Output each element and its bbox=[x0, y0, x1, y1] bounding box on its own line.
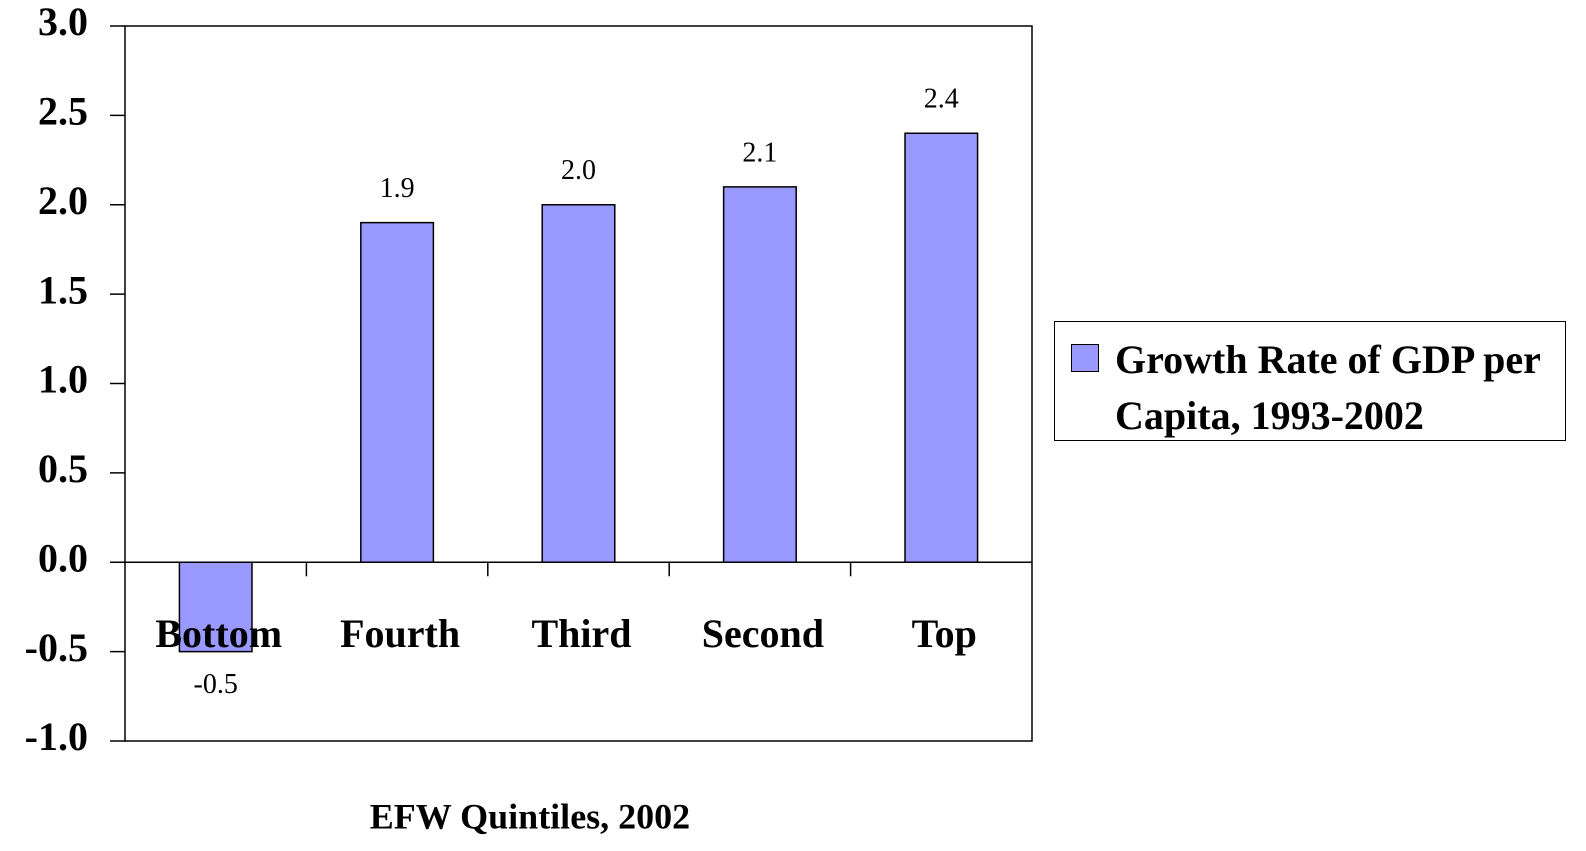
y-tick-label: 2.0 bbox=[38, 178, 88, 223]
y-tick-label: 1.5 bbox=[38, 267, 88, 312]
y-tick-label: 1.0 bbox=[38, 357, 88, 402]
y-tick-label: -0.5 bbox=[25, 625, 88, 670]
bar bbox=[541, 204, 616, 563]
x-axis-label: EFW Quintiles, 2002 bbox=[370, 796, 690, 836]
data-label: -0.5 bbox=[194, 669, 238, 700]
data-label: 2.1 bbox=[742, 137, 777, 168]
x-tick-label: Fourth bbox=[340, 611, 460, 656]
data-label: 1.9 bbox=[380, 173, 415, 204]
legend-label: Growth Rate of GDP per Capita, 1993-2002 bbox=[1115, 337, 1541, 438]
bar bbox=[722, 186, 797, 563]
y-tick-label: 3.0 bbox=[38, 0, 88, 44]
y-tick-label: -1.0 bbox=[25, 714, 88, 759]
x-tick-label: Third bbox=[531, 611, 631, 656]
x-tick-label: Second bbox=[702, 611, 824, 656]
x-tick-label: Top bbox=[912, 611, 977, 656]
x-tick-label: Bottom bbox=[155, 611, 282, 656]
data-label: 2.0 bbox=[561, 155, 596, 186]
y-tick-label: 0.5 bbox=[38, 446, 88, 491]
legend-swatch bbox=[1071, 344, 1099, 372]
y-tick-label: 2.5 bbox=[38, 89, 88, 134]
y-tick-label: 0.0 bbox=[38, 535, 88, 580]
bar bbox=[904, 132, 979, 563]
legend: Growth Rate of GDP per Capita, 1993-2002 bbox=[1054, 321, 1566, 441]
data-label: 2.4 bbox=[924, 84, 959, 115]
bar bbox=[178, 561, 253, 653]
bar bbox=[360, 221, 435, 563]
